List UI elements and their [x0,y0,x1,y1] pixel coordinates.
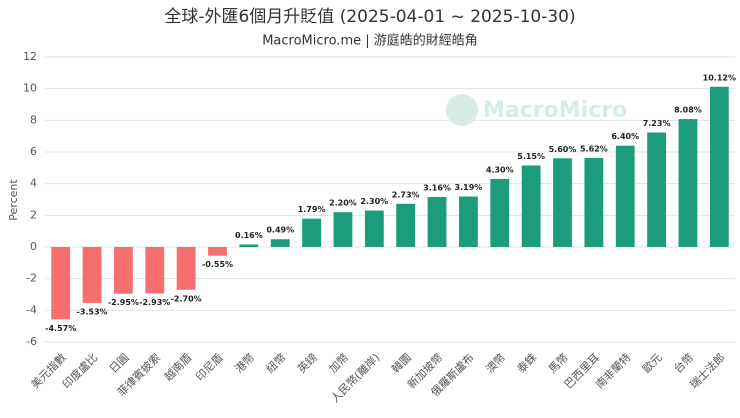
value-label: 2.20% [329,199,357,208]
x-tick-label: 歐元 [639,350,664,375]
x-tick-label: 韓圜 [389,351,414,376]
bar [208,247,227,256]
value-label: 7.23% [643,119,671,128]
bar [647,132,666,247]
x-tick-label: 泰銖 [514,350,539,375]
value-label: 5.15% [517,152,545,161]
y-tick-label: 2 [30,208,37,221]
y-tick-label: 8 [30,113,37,126]
bar [553,158,572,247]
x-tick-label: 加幣 [326,351,351,376]
value-label: -4.57% [45,324,76,333]
y-tick-label: 12 [23,50,37,63]
bar [427,196,447,247]
y-tick-label: 6 [30,145,37,158]
value-label: 0.16% [235,231,263,240]
value-label: 5.62% [580,145,608,154]
value-label: -2.93% [139,298,170,307]
y-tick-label: 0 [30,240,37,253]
bar [521,165,541,247]
value-label: -2.95% [108,298,139,307]
bar [145,247,165,294]
y-tick-label: -6 [26,335,37,348]
bar [114,247,133,294]
bar [709,86,729,248]
x-tick-label: 港幣 [232,351,257,376]
bar [333,212,353,247]
y-tick-label: 4 [30,177,37,190]
watermark-logo: MacroMicro [446,94,627,126]
value-label: 1.79% [298,205,326,214]
bar [302,218,321,247]
bar [615,145,635,247]
bar [176,247,196,290]
x-tick-label: 印尼盾 [193,351,226,384]
value-label: 2.73% [392,190,420,199]
x-tick-label: 瑞士法郎 [687,350,728,391]
watermark-icon [446,94,478,126]
x-tick-label: 英鎊 [294,350,319,375]
value-label: 4.30% [486,165,514,174]
x-tick-label: 印度盧比 [59,350,100,391]
bar [270,239,290,247]
value-label: 2.30% [360,197,388,206]
x-tick-label: 越南盾 [161,350,194,383]
y-axis-label: Percent [7,179,20,221]
value-label: -3.53% [77,307,108,316]
y-tick-label: -2 [26,272,37,285]
value-label: 0.49% [266,226,294,235]
bar [239,244,259,247]
bar [584,158,604,247]
value-label: 3.19% [455,183,483,192]
value-label: 6.40% [611,132,639,141]
x-tick-label: 日圓 [107,351,132,376]
bar [51,247,71,320]
x-tick-label: 紐幣 [264,351,289,376]
value-label: 10.12% [703,73,736,82]
y-tick-label: -4 [26,303,37,316]
value-label: 3.16% [423,183,451,192]
value-label: 5.60% [549,145,577,154]
bar [459,196,478,247]
value-label: -2.70% [171,294,202,303]
bar [490,178,510,247]
x-tick-label: 馬幣 [546,351,571,376]
bar [678,119,698,247]
value-label: 8.08% [674,106,702,115]
y-tick-label: 10 [23,82,37,95]
watermark: MacroMicro [483,98,627,123]
x-tick-label: 南非蘭特 [592,350,633,391]
chart-title: 全球-外匯6個月升貶值 (2025-04-01 ~ 2025-10-30) [164,7,575,27]
bar [82,247,102,303]
value-label: -0.55% [202,260,233,269]
x-tick-label: 澳幣 [483,351,508,376]
bar [364,210,384,247]
x-tick-label: 台幣 [671,350,696,375]
bar [396,203,416,247]
chart-subtitle: MacroMicro.me | 游庭皓的財經皓角 [262,33,478,49]
